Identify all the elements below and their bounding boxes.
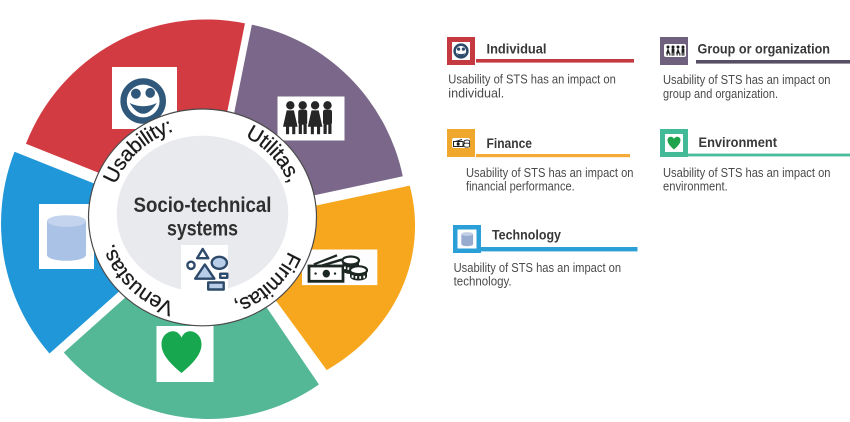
svg-text:environment.: environment. <box>663 178 728 193</box>
svg-text:Environment: Environment <box>699 135 778 150</box>
svg-text:Socio-technical: Socio-technical <box>134 194 272 217</box>
svg-text:Usability of STS has an impact: Usability of STS has an impact on <box>663 72 831 87</box>
svg-text:Group or organization: Group or organization <box>698 42 831 57</box>
svg-text:Finance: Finance <box>487 136 533 151</box>
svg-text:financial performance.: financial performance. <box>466 179 575 194</box>
svg-text:Usability of STS has an impact: Usability of STS has an impact on <box>454 260 621 275</box>
svg-text:Individual: Individual <box>487 42 547 57</box>
svg-text:individual.: individual. <box>448 85 504 100</box>
svg-text:Technology: Technology <box>492 228 561 243</box>
svg-text:technology.: technology. <box>454 273 512 288</box>
svg-text:Usability of STS has an impact: Usability of STS has an impact on <box>466 165 634 180</box>
svg-text:Usability of STS has an impact: Usability of STS has an impact on <box>663 165 831 180</box>
svg-text:systems: systems <box>167 218 238 241</box>
svg-text:Usability of STS has an impact: Usability of STS has an impact on <box>448 71 616 86</box>
svg-text:group and organization.: group and organization. <box>663 86 778 101</box>
